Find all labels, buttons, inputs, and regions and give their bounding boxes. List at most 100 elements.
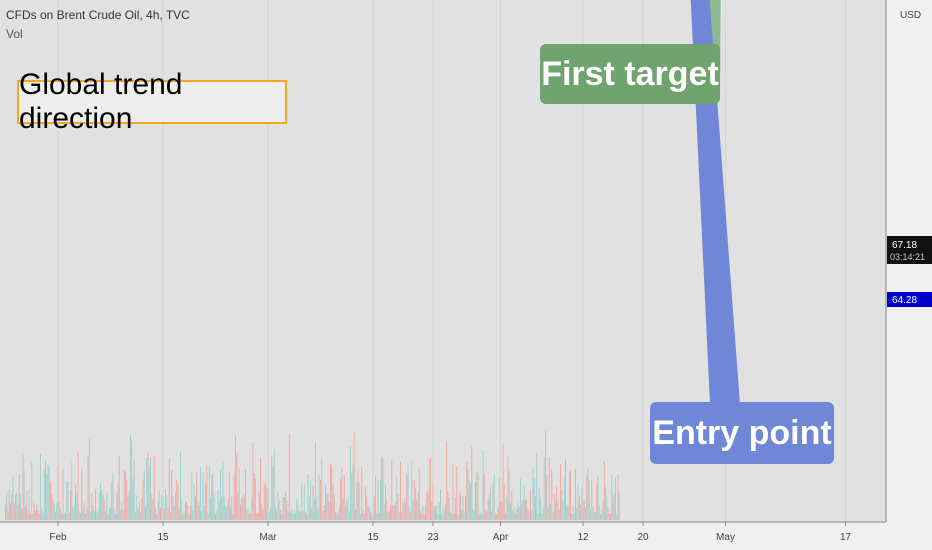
volume-bar [40,453,41,520]
volume-bar [501,502,503,520]
volume-bar [78,510,80,520]
volume-bar [251,497,253,520]
volume-bar [531,510,533,520]
volume-bar [402,502,404,520]
volume-bar [451,513,453,520]
current-price-badge [887,236,932,264]
volume-bar [365,485,366,520]
volume-bar [431,501,433,520]
volume-bar [23,470,25,520]
volume-bar [176,480,178,520]
volume-bar [257,512,259,520]
volume-bar [617,474,619,520]
volume-bar [447,491,449,520]
volume-bar [568,471,570,520]
volume-bar [585,507,586,520]
volume-bar [48,466,50,520]
volume-bar [488,494,490,520]
volume-bar [327,493,329,520]
volume-bar [333,494,335,520]
volume-bar [438,501,440,520]
volume-bar [65,512,66,520]
volume-bar [100,483,101,520]
volume-bar [198,505,200,520]
volume-bar [535,496,536,520]
volume-bar [528,512,530,520]
volume-bar [541,513,543,520]
volume-bar [93,510,95,520]
volume-bar [481,513,483,520]
volume-bar [92,505,94,520]
volume-bar [398,512,400,520]
volume-bar [593,511,595,520]
volume-bar [311,508,313,520]
volume-bar [116,493,118,520]
volume-bar [507,456,509,520]
volume-bar [135,511,136,520]
volume-bar [346,500,348,520]
volume-bar [418,469,420,520]
volume-bar [242,496,244,520]
volume-bar [375,475,376,520]
volume-bar [363,512,365,520]
volume-bar [161,494,163,520]
volume-bar [516,508,518,520]
volume-bar [330,463,331,520]
volume-bar [218,500,220,520]
time-axis[interactable] [0,522,886,550]
volume-bar [550,504,551,520]
volume-bar [163,508,165,520]
volume-bar [565,459,566,520]
volume-bar [115,513,116,520]
volume-bar [123,469,125,520]
volume-bar [138,501,140,520]
volume-bar [360,513,361,520]
volume-bar [190,506,191,520]
volume-bar [417,492,419,520]
volume-bar [181,498,183,520]
volume-indicator-label[interactable]: Vol [6,27,23,41]
volume-bar [77,451,79,520]
volume-bar [111,481,113,520]
volume-bar [526,500,528,520]
volume-bar [508,470,510,520]
volume-bar [475,482,476,520]
volume-bar [285,491,286,520]
volume-bar [272,466,274,520]
volume-bar [16,492,18,520]
volume-bar [443,509,445,520]
entry-price: 64.28 [892,295,917,306]
volume-bar [293,509,295,520]
volume-bar [117,483,119,520]
price-axis[interactable] [886,0,932,550]
volume-bar [316,496,318,520]
volume-bar [335,511,336,520]
trend-direction-label: Global trend direction [17,68,287,135]
volume-bar [491,511,493,520]
volume-bar [22,454,24,520]
volume-bar [611,474,613,520]
volume-bar [20,494,21,520]
volume-bar [396,477,398,520]
volume-bar [523,486,525,520]
volume-bar [122,510,124,520]
volume-bar [461,510,463,520]
volume-bar [137,508,139,520]
volume-bar [533,477,535,520]
symbol-title[interactable]: CFDs on Brent Crude Oil, 4h, TVC [6,8,190,22]
volume-bar [453,513,455,520]
volume-bar [291,508,293,520]
volume-bar [377,480,379,520]
volume-bar [521,503,523,520]
time-ticks: Feb 15 Mar 15 23 Apr 12 20 May 17 [49,522,851,543]
current-price: 67.18 [892,240,917,251]
volume-bar [268,512,270,520]
volume-bar [7,510,9,520]
volume-bar [142,479,144,520]
volume-bar [157,501,159,520]
volume-bar [132,478,134,520]
volume-bar [401,511,403,520]
volume-bar [472,508,474,520]
volume-bar [355,509,356,520]
